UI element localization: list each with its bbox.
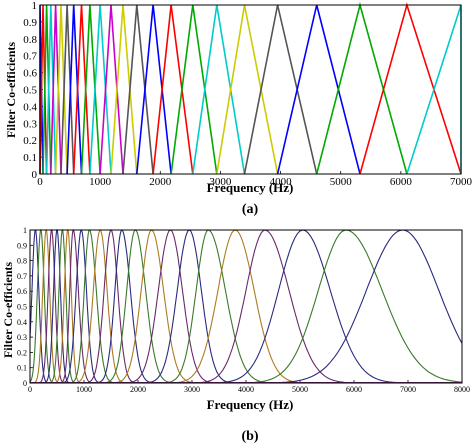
x-tick-label: 4000	[238, 385, 254, 394]
panel-b-caption: (b)	[241, 429, 258, 444]
x-tick-label: 0	[28, 385, 32, 394]
filter-curve	[78, 229, 144, 384]
filter-curve	[72, 4, 91, 175]
filter-curve	[40, 228, 74, 384]
filter-curve	[89, 4, 112, 175]
filter-curve	[154, 229, 325, 384]
filter-curve	[276, 4, 361, 175]
filter-curve	[122, 4, 154, 175]
panel-b-ylabel: Filter Co-efficients	[1, 262, 15, 358]
panel-b: 0 1000 2000 3000 4000 5000 6000 7000 8000 0 0.1 0.2…	[1, 226, 470, 444]
y-tick-label: 0.5	[17, 303, 27, 312]
x-tick-label: 4000	[270, 176, 293, 188]
panel-a-xlabel: Frequency (Hz)	[207, 180, 294, 195]
filter-curve	[216, 4, 279, 175]
panel-a-curves	[39, 1, 462, 175]
y-tick-label: 0.4	[23, 101, 37, 113]
y-tick-label: 0.3	[17, 333, 27, 342]
panel-a: 0 1000 2000 3000 4000 5000 6000 700000.10.20.30…	[4, 0, 473, 217]
y-tick-label: 0.4	[17, 318, 27, 327]
panel-b-tick-labels: 0 1000 2000 3000 4000 5000 6000 7000 8000 0 0.1 0.2…	[17, 226, 470, 394]
x-tick-label: 6000	[390, 176, 413, 188]
y-tick-label: 0.2	[17, 348, 27, 357]
x-tick-label: 3000	[184, 385, 200, 394]
y-tick-label: 0.9	[17, 241, 27, 250]
panel-b-xlabel: Frequency (Hz)	[207, 397, 294, 412]
y-tick-label: 0.7	[23, 51, 37, 63]
x-tick-label: 1000	[76, 385, 92, 394]
y-tick-label: 0.8	[23, 34, 37, 46]
filter-curve	[46, 228, 79, 384]
panel-a-ticks	[39, 4, 462, 175]
x-tick-label: 5000	[292, 385, 308, 394]
filter-curve	[136, 4, 172, 175]
filter-curve	[152, 4, 194, 175]
y-tick-label: 0.9	[23, 17, 37, 29]
panel-a-tick-labels: 0 1000 2000 3000 4000 5000 6000 700000.10.20.30…	[23, 0, 472, 188]
y-tick-label: 0	[23, 379, 27, 388]
y-tick-label: 0.2	[23, 135, 37, 147]
filter-curve	[243, 4, 318, 175]
x-tick-label: 2000	[149, 176, 172, 188]
panel-a-frame	[39, 4, 462, 175]
filter-curve	[110, 4, 138, 175]
x-tick-label: 5000	[330, 176, 353, 188]
filter-curve	[359, 2, 462, 175]
x-tick-label: 0	[37, 176, 43, 188]
y-tick-label: 0.7	[17, 272, 27, 281]
y-tick-label: 0.1	[17, 364, 27, 373]
filter-curve	[30, 228, 63, 384]
y-tick-label: 0.1	[23, 152, 37, 164]
y-tick-label: 1	[23, 226, 27, 235]
filter-curve	[151, 229, 290, 384]
x-tick-label: 2000	[130, 385, 146, 394]
filter-curve	[99, 4, 124, 175]
x-tick-label: 3000	[209, 176, 232, 188]
filter-curve	[216, 229, 463, 384]
y-tick-label: 1	[32, 0, 38, 12]
panel-b-frame	[29, 229, 463, 384]
panel-a-caption: (a)	[242, 202, 259, 217]
y-tick-label: 0.6	[17, 287, 27, 296]
filter-curve	[175, 229, 379, 384]
y-tick-label: 0.5	[23, 85, 37, 97]
filter-curve	[89, 229, 163, 384]
filter-curve	[67, 229, 133, 384]
filter-curve	[315, 1, 408, 175]
x-tick-label: 7000	[450, 176, 473, 188]
filter-curve	[35, 228, 68, 384]
y-tick-label: 0.3	[23, 118, 37, 130]
x-tick-label: 7000	[400, 385, 416, 394]
filter-curve	[170, 4, 218, 175]
y-tick-label: 0.8	[17, 257, 27, 266]
x-tick-label: 6000	[346, 385, 362, 394]
y-tick-label: 0	[32, 169, 38, 181]
filter-curve	[192, 4, 246, 175]
panel-b-curves	[29, 228, 463, 384]
x-tick-label: 8000	[454, 385, 470, 394]
x-tick-label: 1000	[89, 176, 112, 188]
y-tick-label: 0.6	[23, 68, 37, 80]
filter-curve	[232, 229, 463, 384]
panel-a-ylabel: Filter Co-efficients	[4, 42, 18, 138]
